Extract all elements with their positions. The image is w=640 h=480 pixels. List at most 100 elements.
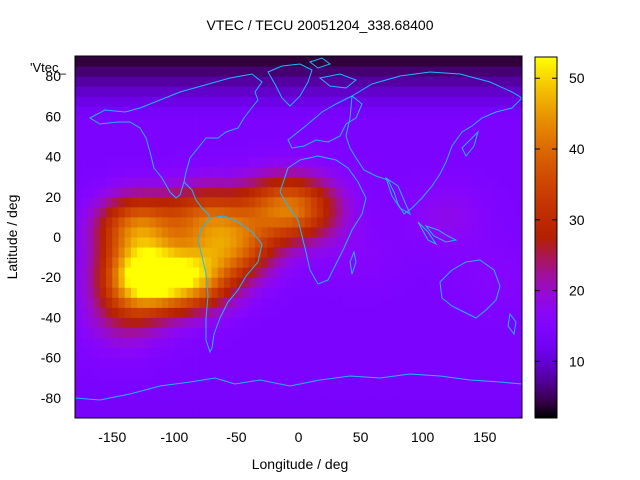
heatmap-cell (267, 397, 275, 409)
heatmap-cell (391, 247, 399, 258)
heatmap-cell (174, 407, 182, 419)
heatmap-cell (422, 206, 430, 218)
heatmap-cell (298, 146, 306, 158)
heatmap-cell (186, 327, 194, 339)
heatmap-cell (230, 226, 237, 238)
heatmap-cell (87, 307, 95, 318)
heatmap-cell (416, 86, 424, 97)
heatmap-cell (391, 267, 399, 278)
heatmap-cell (459, 297, 467, 308)
heatmap-cell (317, 96, 324, 107)
heatmap-cell (130, 156, 138, 168)
heatmap-cell (447, 96, 455, 107)
heatmap-cell (317, 347, 324, 359)
heatmap-cell (404, 387, 411, 399)
heatmap-cell (279, 136, 287, 147)
heatmap-cell (329, 407, 337, 419)
heatmap-cell (391, 237, 399, 248)
heatmap-cell (292, 247, 299, 258)
heatmap-cell (329, 257, 337, 268)
heatmap-cell (130, 397, 138, 409)
heatmap-cell (329, 216, 337, 228)
heatmap-cell (410, 317, 417, 328)
heatmap-cell (248, 237, 256, 248)
heatmap-cell (149, 287, 157, 298)
heatmap-cell (112, 327, 119, 339)
heatmap-cell (106, 76, 113, 87)
colorbar-tick-label: 20 (569, 283, 585, 299)
heatmap-cell (397, 247, 405, 258)
heatmap-cell (435, 357, 442, 369)
heatmap-cell (466, 166, 473, 178)
heatmap-cell (155, 206, 163, 218)
heatmap-cell (143, 367, 150, 379)
heatmap-cell (186, 86, 194, 97)
heatmap-cell (87, 407, 95, 419)
heatmap-cell (298, 337, 306, 349)
heatmap-cell (391, 146, 399, 158)
heatmap-cell (503, 317, 511, 328)
heatmap-cell (472, 216, 480, 228)
heatmap-cell (279, 317, 287, 328)
heatmap-cell (199, 106, 206, 117)
heatmap-cell (373, 146, 380, 158)
heatmap-cell (124, 166, 132, 178)
heatmap-cell (428, 327, 436, 339)
heatmap-cell (242, 257, 250, 268)
heatmap-cell (130, 297, 138, 308)
heatmap-cell (497, 277, 504, 288)
heatmap-cell (106, 176, 113, 188)
heatmap-cell (341, 216, 349, 228)
heatmap-cell (75, 347, 82, 359)
x-tick-label: 0 (295, 429, 303, 445)
heatmap-cell (192, 407, 200, 419)
heatmap-cell (385, 56, 393, 67)
heatmap-cell (323, 116, 331, 127)
heatmap-cell (317, 317, 324, 328)
heatmap-cell (199, 96, 206, 107)
heatmap-cell (112, 407, 119, 419)
heatmap-cell (366, 146, 374, 158)
heatmap-cell (180, 86, 188, 97)
heatmap-cell (497, 387, 504, 399)
heatmap-cell (186, 237, 194, 248)
heatmap-cell (180, 186, 188, 198)
heatmap-cell (348, 387, 355, 399)
heatmap-cell (385, 66, 393, 77)
heatmap-cell (310, 277, 318, 288)
heatmap-cell (149, 126, 157, 137)
heatmap-cell (248, 297, 256, 308)
heatmap-cell (87, 196, 95, 208)
heatmap-cell (428, 247, 436, 258)
heatmap-cell (422, 257, 430, 268)
heatmap-cell (273, 317, 281, 328)
heatmap-cell (261, 357, 268, 369)
heatmap-cell (118, 96, 126, 107)
heatmap-cell (180, 216, 188, 228)
heatmap-cell (428, 86, 436, 97)
heatmap-cell (143, 397, 150, 409)
heatmap-cell (149, 257, 157, 268)
heatmap-cell (360, 287, 368, 298)
heatmap-cell (118, 377, 126, 389)
heatmap-cell (478, 397, 486, 409)
heatmap-cell (75, 216, 82, 228)
heatmap-cell (130, 407, 138, 419)
heatmap-cell (379, 156, 386, 168)
heatmap-cell (255, 287, 262, 298)
heatmap-cell (385, 277, 393, 288)
heatmap-cell (87, 237, 95, 248)
heatmap-cell (397, 407, 405, 419)
heatmap-cell (211, 206, 219, 218)
heatmap-cell (279, 307, 287, 318)
heatmap-cell (255, 136, 262, 147)
heatmap-cell (416, 297, 424, 308)
heatmap-cell (137, 337, 144, 349)
heatmap-cell (199, 166, 206, 178)
heatmap-cell (335, 96, 343, 107)
heatmap-cell (261, 86, 268, 97)
heatmap-cell (484, 106, 492, 117)
heatmap-cell (118, 126, 126, 137)
heatmap-cell (335, 146, 343, 158)
heatmap-cell (391, 377, 399, 389)
